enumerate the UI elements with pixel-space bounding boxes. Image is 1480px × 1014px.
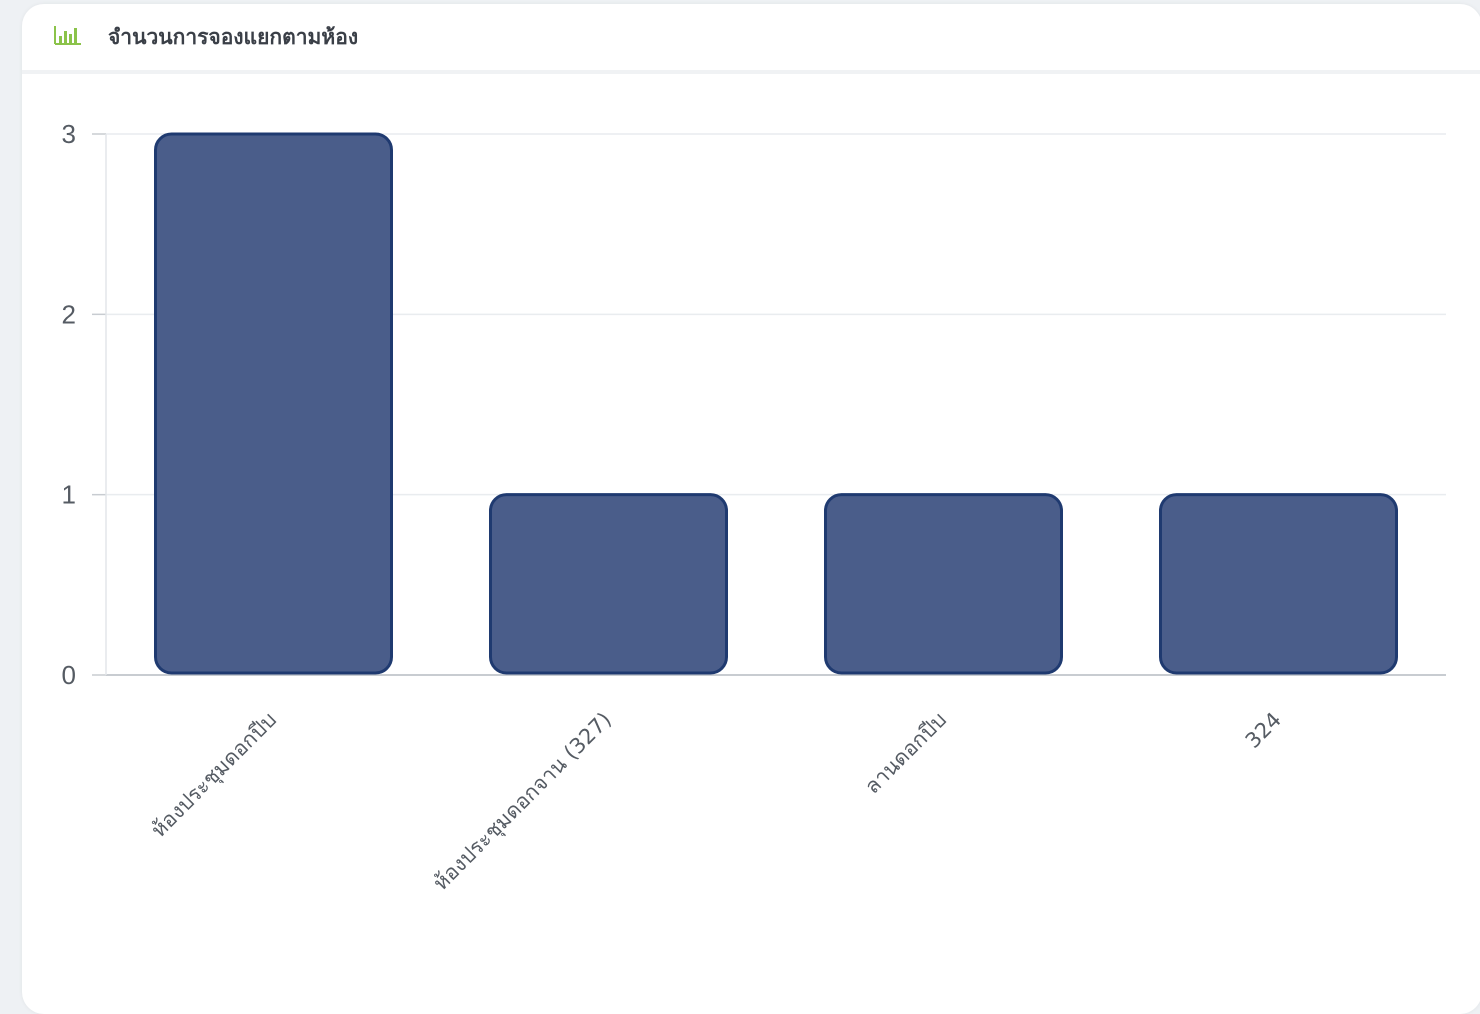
x-tick-label: ห้องประชุมดอกจาน (327) (428, 708, 616, 896)
bar-chart-icon (54, 26, 81, 45)
card-header: จำนวนการจองแยกตามห้อง (22, 4, 1480, 74)
bar (1159, 493, 1398, 675)
y-tick-label: 0 (62, 660, 76, 690)
y-tick-label: 2 (62, 299, 76, 329)
bar (154, 132, 393, 675)
y-tick-label: 1 (62, 480, 76, 510)
bar (489, 493, 728, 675)
y-tick-label: 3 (62, 119, 76, 149)
x-tick-label: ลานดอกปีบ (860, 708, 951, 799)
x-tick-label: 324 (1241, 708, 1286, 753)
x-tick-label: ห้องประชุมดอกปีบ (146, 708, 281, 843)
card-title: จำนวนการจองแยกตามห้อง (108, 25, 359, 49)
bar (824, 493, 1063, 675)
